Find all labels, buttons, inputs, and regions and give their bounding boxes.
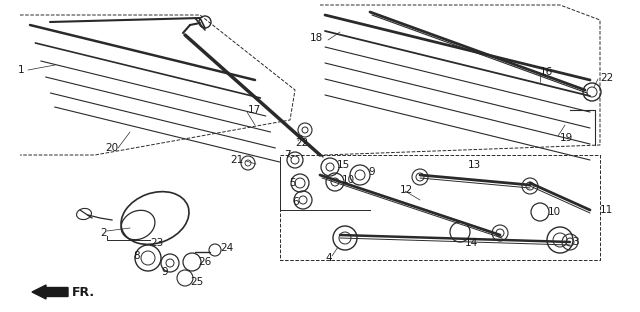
Text: 20: 20 <box>105 143 118 153</box>
Text: 22: 22 <box>600 73 613 83</box>
Text: 22: 22 <box>295 138 308 148</box>
Text: 9: 9 <box>368 167 374 177</box>
Text: 24: 24 <box>220 243 233 253</box>
Text: 7: 7 <box>284 150 291 160</box>
Text: 16: 16 <box>540 67 553 77</box>
Text: 14: 14 <box>465 238 478 248</box>
Text: 5: 5 <box>289 178 296 188</box>
Text: 12: 12 <box>400 185 413 195</box>
Text: 10: 10 <box>548 207 561 217</box>
Text: 1: 1 <box>18 65 24 75</box>
Text: 10: 10 <box>342 175 355 185</box>
Text: 3: 3 <box>572 237 579 247</box>
Text: 9: 9 <box>161 267 168 277</box>
Text: 8: 8 <box>133 251 140 261</box>
Text: 6: 6 <box>292 197 299 207</box>
Text: 11: 11 <box>600 205 613 215</box>
Text: 18: 18 <box>310 33 323 43</box>
Text: 21: 21 <box>230 155 243 165</box>
Text: 15: 15 <box>337 160 350 170</box>
Text: 2: 2 <box>100 228 107 238</box>
Text: 4: 4 <box>325 253 332 263</box>
Text: 25: 25 <box>190 277 204 287</box>
FancyArrow shape <box>32 285 68 299</box>
Text: 19: 19 <box>560 133 573 143</box>
Text: 23: 23 <box>150 238 163 248</box>
Text: 26: 26 <box>198 257 211 267</box>
Text: 17: 17 <box>248 105 261 115</box>
Text: 13: 13 <box>468 160 481 170</box>
Text: FR.: FR. <box>72 285 95 299</box>
